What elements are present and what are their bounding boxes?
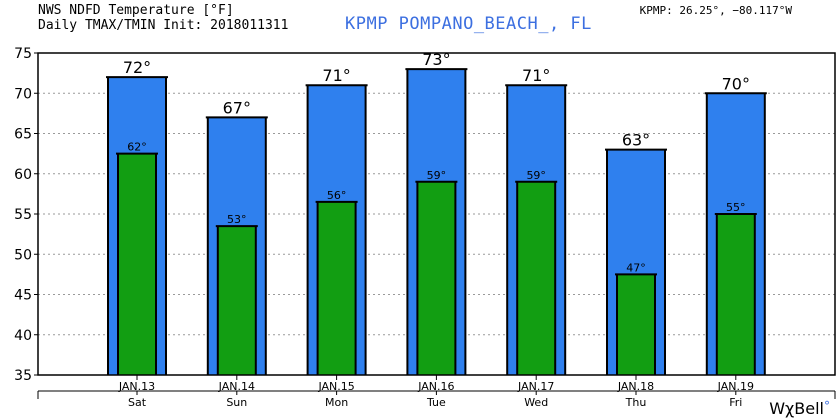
- tmin-bar-JAN.17: [517, 181, 556, 375]
- tmax-label-JAN.18: 63°: [622, 131, 650, 150]
- x-date-label-JAN.14: JAN.14: [218, 380, 255, 393]
- y-tick-label-40: 40: [14, 328, 32, 344]
- tmax-label-JAN.19: 70°: [722, 74, 750, 93]
- tmin-label-JAN.19: 55°: [726, 201, 746, 214]
- plot-frame: [37, 52, 836, 376]
- day-label-Sat: Sat: [128, 396, 147, 409]
- y-tick-label-65: 65: [14, 127, 32, 143]
- tmax-label-JAN.13: 72°: [123, 58, 151, 77]
- tmin-label-JAN.17: 59°: [526, 169, 546, 182]
- tmin-label-JAN.15: 56°: [327, 189, 347, 202]
- y-tick-label-60: 60: [14, 167, 32, 183]
- y-tick-label-35: 35: [14, 368, 32, 384]
- tmax-label-JAN.14: 67°: [223, 98, 251, 117]
- day-label-Sun: Sun: [226, 396, 247, 409]
- station-coordinates: KPMP: 26.25°, −80.117°W: [639, 4, 792, 17]
- tmin-label-JAN.14: 53°: [227, 213, 247, 226]
- day-label-Fri: Fri: [729, 396, 742, 409]
- tmax-label-JAN.15: 71°: [322, 66, 350, 85]
- station-location: KPMP POMPANO_BEACH_, FL: [345, 14, 592, 34]
- y-tick-label-55: 55: [14, 207, 32, 223]
- day-label-Mon: Mon: [325, 396, 348, 409]
- brand-mark: °: [824, 399, 830, 413]
- tmax-label-JAN.16: 73°: [422, 50, 450, 69]
- tmin-label-JAN.16: 59°: [427, 169, 447, 182]
- day-label-Wed: Wed: [524, 396, 548, 409]
- tmin-bar-JAN.13: [118, 153, 156, 375]
- tmin-bar-JAN.18: [617, 274, 655, 375]
- day-label-Thu: Thu: [625, 396, 647, 409]
- tmin-label-JAN.13: 62°: [127, 141, 147, 154]
- brand-logo: WχBell°: [769, 399, 830, 418]
- x-date-label-JAN.16: JAN.16: [417, 380, 454, 393]
- chart-subtitle: Daily TMAX/TMIN Init: 2018011311: [38, 18, 289, 33]
- x-date-label-JAN.18: JAN.18: [617, 380, 654, 393]
- y-tick-label-75: 75: [14, 46, 32, 62]
- tmin-bar-JAN.19: [716, 214, 755, 375]
- tmin-bar-JAN.14: [217, 226, 256, 375]
- tmin-bar-JAN.15: [317, 201, 356, 375]
- x-date-label-JAN.13: JAN.13: [118, 380, 155, 393]
- x-date-label-JAN.15: JAN.15: [317, 380, 354, 393]
- x-date-label-JAN.17: JAN.17: [517, 380, 554, 393]
- tmin-bar-JAN.16: [417, 181, 456, 375]
- day-label-Tue: Tue: [426, 396, 446, 409]
- y-tick-label-50: 50: [14, 247, 32, 263]
- brand-name: WχBell: [769, 399, 824, 418]
- y-tick-label-70: 70: [14, 86, 32, 102]
- y-tick-label-45: 45: [14, 288, 32, 304]
- tmin-label-JAN.18: 47°: [626, 261, 646, 274]
- chart-title: NWS NDFD Temperature [°F]: [38, 3, 234, 18]
- x-date-label-JAN.19: JAN.19: [717, 380, 754, 393]
- tmax-label-JAN.17: 71°: [522, 66, 550, 85]
